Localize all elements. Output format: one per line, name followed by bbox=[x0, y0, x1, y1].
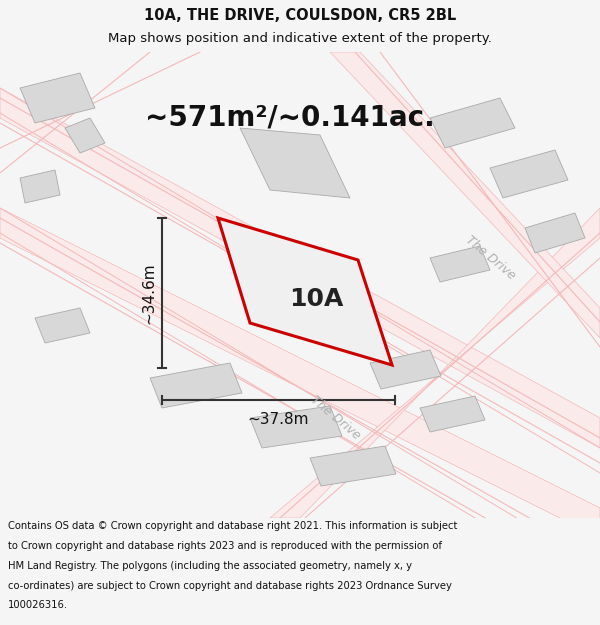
Polygon shape bbox=[310, 446, 396, 486]
Text: ~37.8m: ~37.8m bbox=[248, 412, 309, 427]
Polygon shape bbox=[330, 52, 600, 338]
Polygon shape bbox=[20, 170, 60, 203]
Polygon shape bbox=[370, 350, 441, 389]
Text: ~34.6m: ~34.6m bbox=[141, 262, 156, 324]
Text: 100026316.: 100026316. bbox=[8, 601, 68, 611]
Polygon shape bbox=[430, 98, 515, 148]
Text: 10A: 10A bbox=[289, 288, 344, 311]
Polygon shape bbox=[525, 213, 585, 253]
Text: to Crown copyright and database rights 2023 and is reproduced with the permissio: to Crown copyright and database rights 2… bbox=[8, 541, 442, 551]
Text: The Drive: The Drive bbox=[463, 234, 517, 282]
Text: ~571m²/~0.141ac.: ~571m²/~0.141ac. bbox=[145, 104, 435, 132]
Polygon shape bbox=[420, 396, 485, 432]
Polygon shape bbox=[218, 218, 392, 365]
Polygon shape bbox=[430, 246, 490, 282]
Text: HM Land Registry. The polygons (including the associated geometry, namely x, y: HM Land Registry. The polygons (includin… bbox=[8, 561, 412, 571]
Polygon shape bbox=[0, 88, 600, 448]
Polygon shape bbox=[150, 363, 242, 408]
Polygon shape bbox=[250, 406, 342, 448]
Text: co-ordinates) are subject to Crown copyright and database rights 2023 Ordnance S: co-ordinates) are subject to Crown copyr… bbox=[8, 581, 452, 591]
Polygon shape bbox=[65, 118, 105, 153]
Polygon shape bbox=[20, 73, 95, 123]
Text: 10A, THE DRIVE, COULSDON, CR5 2BL: 10A, THE DRIVE, COULSDON, CR5 2BL bbox=[144, 8, 456, 22]
Polygon shape bbox=[0, 208, 600, 538]
Polygon shape bbox=[270, 208, 600, 518]
Text: The Drive: The Drive bbox=[308, 394, 362, 442]
Polygon shape bbox=[35, 308, 90, 343]
Text: Contains OS data © Crown copyright and database right 2021. This information is : Contains OS data © Crown copyright and d… bbox=[8, 521, 457, 531]
Polygon shape bbox=[240, 128, 350, 198]
Text: Map shows position and indicative extent of the property.: Map shows position and indicative extent… bbox=[108, 32, 492, 45]
Polygon shape bbox=[490, 150, 568, 198]
